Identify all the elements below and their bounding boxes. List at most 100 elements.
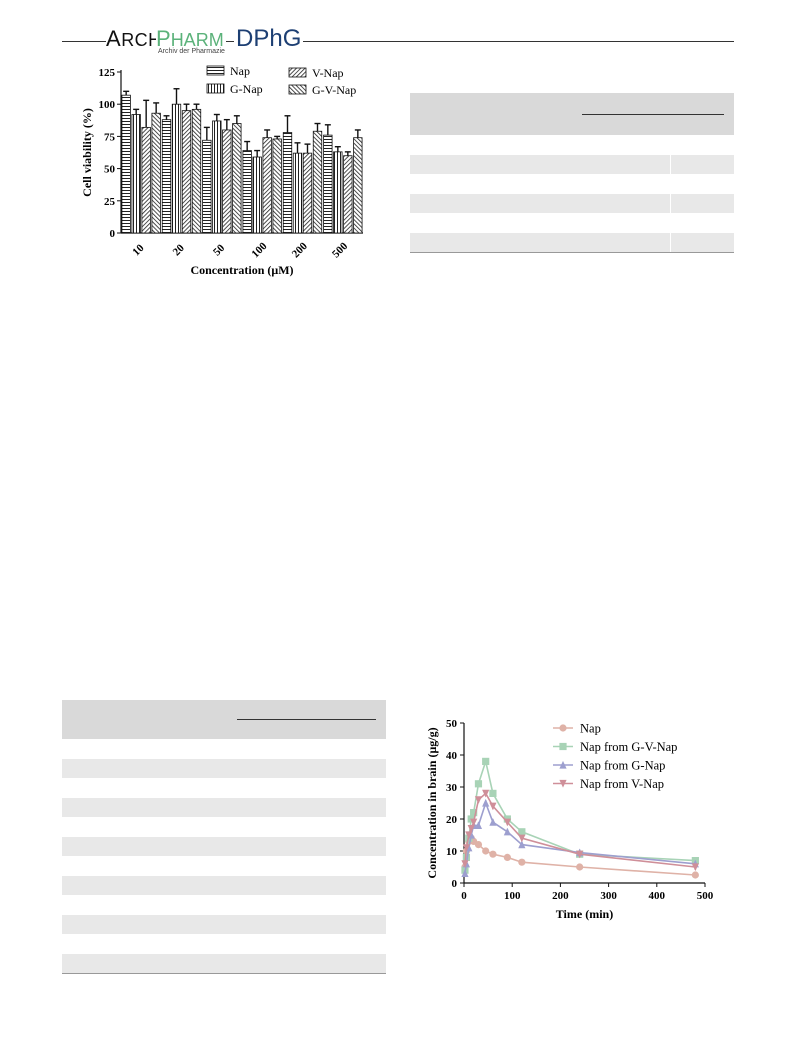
- table-row: [410, 174, 734, 194]
- bar: [161, 119, 172, 234]
- logo-subtitle: Archiv der Pharmazie: [158, 48, 225, 55]
- bar: [202, 139, 212, 234]
- data-point: [576, 850, 584, 859]
- data-point: [462, 853, 471, 861]
- table-row: [62, 758, 386, 778]
- logo-arch: ARCH: [106, 26, 164, 52]
- data-point: [465, 831, 473, 840]
- table-row: [62, 856, 386, 876]
- legend: Nap G-Nap V-Nap G-V-Nap: [206, 64, 356, 97]
- data-point: [559, 760, 567, 769]
- bar: [212, 120, 222, 234]
- legend-label: Nap: [230, 64, 250, 78]
- table-row: [410, 135, 734, 155]
- data-point: [482, 847, 490, 855]
- table-bottom: [62, 700, 386, 976]
- header-rule: [62, 41, 734, 42]
- table-top: [410, 93, 734, 253]
- legend-label: G-V-Nap: [312, 83, 356, 97]
- data-point: [474, 780, 483, 788]
- legend-swatch: [206, 83, 225, 94]
- y-tick-label: 50: [104, 164, 116, 176]
- legend-label: V-Nap: [312, 66, 344, 80]
- data-point: [470, 818, 478, 827]
- data-point: [461, 860, 469, 868]
- legend-label: Nap from V-Nap: [580, 777, 664, 791]
- data-point: [489, 850, 497, 858]
- table-row: [62, 914, 386, 934]
- y-tick-label: 75: [104, 131, 116, 143]
- table-row: [62, 778, 386, 798]
- legend-label: G-Nap: [230, 82, 263, 96]
- data-point: [461, 869, 469, 877]
- y-tick-label: 30: [446, 782, 458, 794]
- data-point: [489, 818, 497, 826]
- legend-swatch: [206, 65, 225, 76]
- logo-pharm: PHARM: [156, 26, 226, 52]
- legend-label: Nap from G-Nap: [580, 759, 665, 773]
- x-tick-label: 50: [211, 242, 228, 259]
- table-row: [62, 934, 386, 954]
- bar: [333, 151, 343, 234]
- bar: [353, 137, 363, 234]
- data-point: [474, 821, 483, 829]
- table-bottom-rule: [410, 252, 734, 253]
- data-point: [518, 858, 526, 866]
- table-row: [410, 213, 734, 233]
- data-point: [559, 779, 567, 788]
- x-axis-label: Concentration (μM): [190, 263, 293, 277]
- data-point: [489, 789, 497, 797]
- table-row: [62, 875, 386, 895]
- legend-label: Nap: [580, 722, 601, 736]
- legend-label: Nap from G-V-Nap: [580, 740, 677, 754]
- cell-viability-chart: 0 25 50 75 100 125 10 20 50 100 200 500 Concentratio…: [80, 64, 363, 277]
- data-point: [489, 802, 497, 811]
- bar: [242, 150, 252, 234]
- y-tick-label: 0: [110, 228, 116, 240]
- data-point: [518, 834, 526, 843]
- table-row: [62, 817, 386, 837]
- data-point: [474, 796, 483, 804]
- bar: [343, 155, 353, 234]
- bar: [292, 152, 303, 234]
- legend: Nap Nap from G-V-Nap Nap from G-Nap Nap fro…: [553, 722, 677, 791]
- data-point: [503, 818, 511, 827]
- y-tick-label: 20: [446, 814, 458, 826]
- data-point: [559, 724, 567, 732]
- bar: [171, 103, 182, 234]
- bar: [141, 126, 151, 234]
- bar: [312, 130, 323, 234]
- x-tick-label: 500: [697, 890, 714, 902]
- y-tick-label: 0: [452, 878, 458, 890]
- data-point: [462, 844, 471, 852]
- x-tick-label: 500: [330, 240, 351, 261]
- table-row: [62, 836, 386, 856]
- x-tick-label: 20: [171, 242, 188, 259]
- bar-plot-area: 0 25 50 75 100 125 10 20 50 100 200 500 Concentratio…: [80, 67, 363, 277]
- table-row: [62, 797, 386, 817]
- data-point: [518, 828, 526, 836]
- bar: [282, 132, 293, 234]
- data-point: [470, 809, 478, 817]
- y-axis-label: Cell viability (%): [80, 108, 94, 197]
- table-bottom-header-rule: [237, 719, 376, 720]
- bar: [151, 112, 161, 234]
- y-tick-label: 50: [446, 718, 458, 730]
- data-point: [482, 789, 490, 798]
- x-tick-label: 400: [649, 890, 666, 902]
- y-tick-label: 10: [446, 846, 458, 858]
- bar: [302, 152, 313, 234]
- bar: [131, 114, 141, 234]
- x-tick-label: 200: [290, 240, 311, 261]
- y-tick-label: 40: [446, 750, 458, 762]
- table-row: [62, 739, 386, 759]
- data-point: [559, 742, 567, 751]
- legend-swatch: [288, 84, 307, 95]
- data-point: [503, 853, 511, 861]
- bar: [323, 134, 333, 234]
- x-tick-label: 100: [249, 240, 270, 261]
- logo-dphg: DPhG: [234, 25, 304, 53]
- x-tick-label: 100: [504, 890, 521, 902]
- bar: [262, 137, 272, 234]
